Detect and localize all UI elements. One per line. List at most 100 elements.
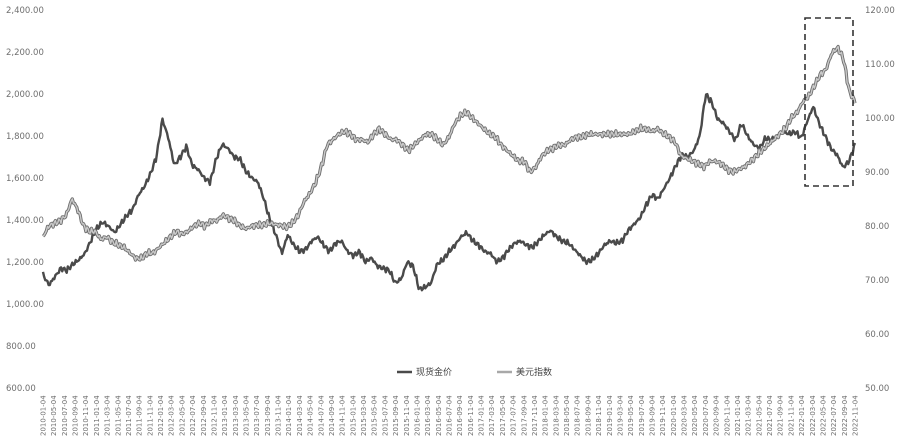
x-tick-label: 2021-07-04: [766, 395, 774, 436]
x-tick-label: 2013-07-04: [253, 395, 261, 436]
x-tick-label: 2021-01-04: [734, 395, 742, 436]
x-tick-label: 2020-07-04: [702, 395, 710, 436]
x-tick-label: 2021-05-04: [755, 395, 763, 436]
left-tick-label: 1,000.00: [6, 300, 44, 310]
x-tick-label: 2012-01-04: [157, 395, 165, 436]
x-tick-label: 2019-07-04: [638, 395, 646, 436]
left-tick-label: 2,000.00: [6, 90, 44, 100]
x-tick-label: 2013-09-04: [264, 395, 272, 436]
x-tick-label: 2018-01-04: [542, 395, 550, 436]
right-y-axis: 120.00 110.00 100.00 90.00 80.00 70.00 60.00 50…: [865, 6, 895, 394]
x-tick-label: 2016-07-04: [446, 395, 454, 436]
left-tick-label: 2,400.00: [6, 6, 44, 16]
x-tick-label: 2011-09-04: [136, 395, 144, 436]
x-tick-label: 2012-11-04: [210, 395, 218, 436]
right-tick-label: 70.00: [865, 276, 889, 286]
x-tick-label: 2022-03-04: [809, 395, 817, 436]
series-line-dxy: [42, 45, 856, 261]
x-tick-label: 2013-11-04: [275, 395, 283, 436]
x-tick-label: 2022-11-04: [852, 395, 860, 436]
series-line-gold: [41, 92, 857, 292]
legend-label-dxy: 美元指数: [516, 366, 552, 378]
x-tick-label: 2020-01-04: [670, 395, 678, 436]
x-tick-label: 2012-09-04: [200, 395, 208, 436]
x-tick-label: 2011-07-04: [125, 395, 133, 436]
x-tick-label: 2018-03-04: [552, 395, 560, 436]
legend-label-gold: 现货金价: [416, 366, 452, 378]
x-tick-label: 2014-07-04: [317, 395, 325, 436]
left-tick-label: 2,200.00: [6, 48, 44, 58]
x-tick-label: 2010-05-04: [50, 395, 58, 436]
highlight-box: [804, 17, 854, 187]
right-tick-label: 50.00: [865, 384, 889, 394]
x-tick-label: 2018-07-04: [574, 395, 582, 436]
x-tick-label: 2016-03-04: [424, 395, 432, 436]
x-tick-label: 2011-01-04: [93, 395, 101, 436]
x-tick-label: 2017-05-04: [499, 395, 507, 436]
x-tick-label: 2012-05-04: [178, 395, 186, 436]
x-tick-label: 2021-03-04: [745, 395, 753, 436]
x-tick-label: 2019-05-04: [627, 395, 635, 436]
x-tick-label: 2020-05-04: [691, 395, 699, 436]
left-tick-label: 1,400.00: [6, 216, 44, 226]
x-tick-label: 2018-05-04: [563, 395, 571, 436]
x-tick-label: 2019-03-04: [616, 395, 624, 436]
x-tick-label: 2015-11-04: [403, 395, 411, 436]
left-y-axis: 2,400.00 2,200.00 2,000.00 1,800.00 1,600.00…: [6, 6, 44, 394]
x-tick-label: 2022-05-04: [819, 395, 827, 436]
left-tick-label: 600.00: [6, 384, 36, 394]
x-tick-label: 2015-09-04: [392, 395, 400, 436]
x-tick-label: 2021-09-04: [777, 395, 785, 436]
x-tick-label: 2022-01-04: [798, 395, 806, 436]
x-tick-label: 2015-01-04: [349, 395, 357, 436]
x-tick-label: 2018-11-04: [595, 395, 603, 436]
left-tick-label: 800.00: [6, 342, 36, 352]
x-tick-label: 2010-01-04: [40, 395, 48, 436]
x-tick-label: 2013-01-04: [221, 395, 229, 436]
x-tick-label: 2012-03-04: [168, 395, 176, 436]
right-tick-label: 90.00: [865, 168, 889, 178]
x-tick-label: 2013-05-04: [243, 395, 251, 436]
x-tick-label: 2010-09-04: [72, 395, 80, 436]
x-tick-label: 2011-03-04: [104, 395, 112, 436]
x-tick-label: 2022-07-04: [830, 395, 838, 436]
x-tick-label: 2017-07-04: [510, 395, 518, 436]
left-tick-label: 1,800.00: [6, 132, 44, 142]
x-tick-label: 2017-11-04: [531, 395, 539, 436]
legend: 现货金价 美元指数: [397, 366, 552, 378]
x-tick-label: 2014-01-04: [285, 395, 293, 436]
x-tick-label: 2018-09-04: [584, 395, 592, 436]
x-tick-label: 2014-11-04: [339, 395, 347, 436]
x-tick-label: 2010-07-04: [61, 395, 69, 436]
x-tick-label: 2022-09-04: [841, 395, 849, 436]
x-tick-label: 2015-05-04: [371, 395, 379, 436]
x-tick-label: 2017-03-04: [488, 395, 496, 436]
legend-item-gold: 现货金价: [397, 366, 452, 378]
x-tick-label: 2016-01-04: [413, 395, 421, 436]
x-tick-label: 2010-11-04: [82, 395, 90, 436]
x-tick-label: 2015-07-04: [381, 395, 389, 436]
x-axis: 2010-01-04 2010-05-04 2010-07-04 2010-09-04…: [40, 395, 860, 436]
x-tick-label: 2014-03-04: [296, 395, 304, 436]
right-tick-label: 110.00: [865, 60, 895, 70]
x-tick-label: 2020-03-04: [681, 395, 689, 436]
right-tick-label: 60.00: [865, 330, 889, 340]
x-tick-label: 2019-09-04: [649, 395, 657, 436]
x-tick-label: 2016-09-04: [456, 395, 464, 436]
x-tick-label: 2013-03-04: [232, 395, 240, 436]
x-tick-label: 2014-09-04: [328, 395, 336, 436]
x-tick-label: 2021-11-04: [787, 395, 795, 436]
x-tick-label: 2020-09-04: [713, 395, 721, 436]
x-tick-label: 2020-11-04: [723, 395, 731, 436]
x-tick-label: 2011-05-04: [114, 395, 122, 436]
series-line-dxy-outline: [41, 44, 857, 262]
x-tick-label: 2016-05-04: [435, 395, 443, 436]
x-tick-label: 2017-09-04: [520, 395, 528, 436]
right-tick-label: 80.00: [865, 222, 889, 232]
legend-item-dxy: 美元指数: [497, 366, 552, 378]
x-tick-label: 2014-05-04: [307, 395, 315, 436]
x-tick-label: 2019-01-04: [606, 395, 614, 436]
x-tick-label: 2017-01-04: [478, 395, 486, 436]
